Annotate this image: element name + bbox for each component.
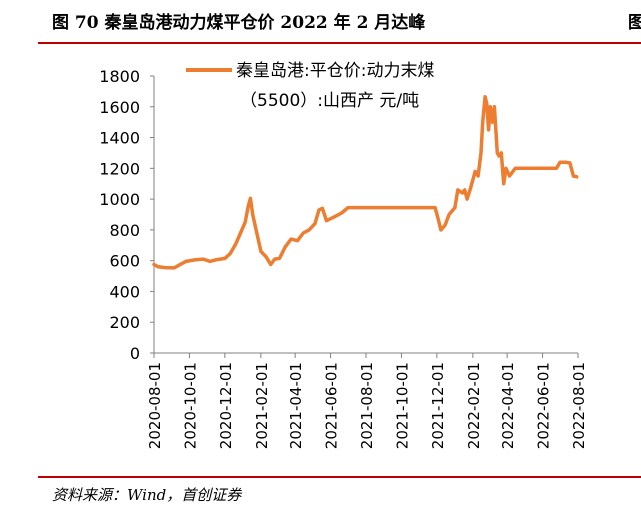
next-figure-title-fragment: 图 <box>628 13 641 33</box>
x-tick-label: 2020-10-01 <box>181 362 199 449</box>
x-axis: 2020-08-01 2020-10-01 2020-12-01 2021-02-01… <box>146 352 588 449</box>
y-tick-label: 400 <box>109 282 140 301</box>
line-chart: 0 200 400 600 800 1000 1200 1400 1600 1800 2020-0… <box>99 61 588 449</box>
source-note: 资料来源：Wind，首创证券 <box>52 486 242 504</box>
legend-label-line1: 秦皇岛港:平仓价:动力末煤 <box>236 61 434 81</box>
y-tick-label: 1000 <box>99 190 140 209</box>
x-tick-label: 2021-12-01 <box>429 362 447 449</box>
x-tick-label: 2022-02-01 <box>465 362 483 449</box>
y-tick-label: 600 <box>109 252 140 271</box>
x-tick-label: 2021-06-01 <box>323 362 341 449</box>
legend-label-line2: （5500）:山西产 元/吨 <box>240 91 419 111</box>
x-tick-label: 2021-02-01 <box>253 362 271 449</box>
y-axis: 0 200 400 600 800 1000 1200 1400 1600 1800 <box>99 67 155 363</box>
series-line <box>152 95 579 270</box>
x-tick-label: 2020-08-01 <box>146 362 164 449</box>
series-layer <box>152 95 579 270</box>
y-tick-label: 800 <box>109 221 140 240</box>
x-tick-label: 2021-10-01 <box>393 362 411 449</box>
x-tick-label: 2021-04-01 <box>287 362 305 449</box>
y-tick-label: 1400 <box>99 129 140 148</box>
title-rule <box>38 42 641 44</box>
y-tick-label: 1800 <box>99 67 140 86</box>
x-tick-label: 2022-04-01 <box>499 362 517 449</box>
y-tick-label: 1600 <box>99 98 140 117</box>
x-tick-label: 2022-08-01 <box>570 362 588 449</box>
x-tick-label: 2020-12-01 <box>217 362 235 449</box>
chart-title: 图 70 秦皇岛港动力煤平仓价 2022 年 2 月达峰 <box>52 13 426 33</box>
y-tick-label: 0 <box>130 344 140 363</box>
x-tick-label: 2022-06-01 <box>535 362 553 449</box>
source-rule <box>38 476 641 478</box>
y-tick-label: 1200 <box>99 159 140 178</box>
y-tick-label: 200 <box>109 313 140 332</box>
legend: 秦皇岛港:平仓价:动力末煤 （5500）:山西产 元/吨 <box>186 61 434 111</box>
x-tick-label: 2021-08-01 <box>358 362 376 449</box>
